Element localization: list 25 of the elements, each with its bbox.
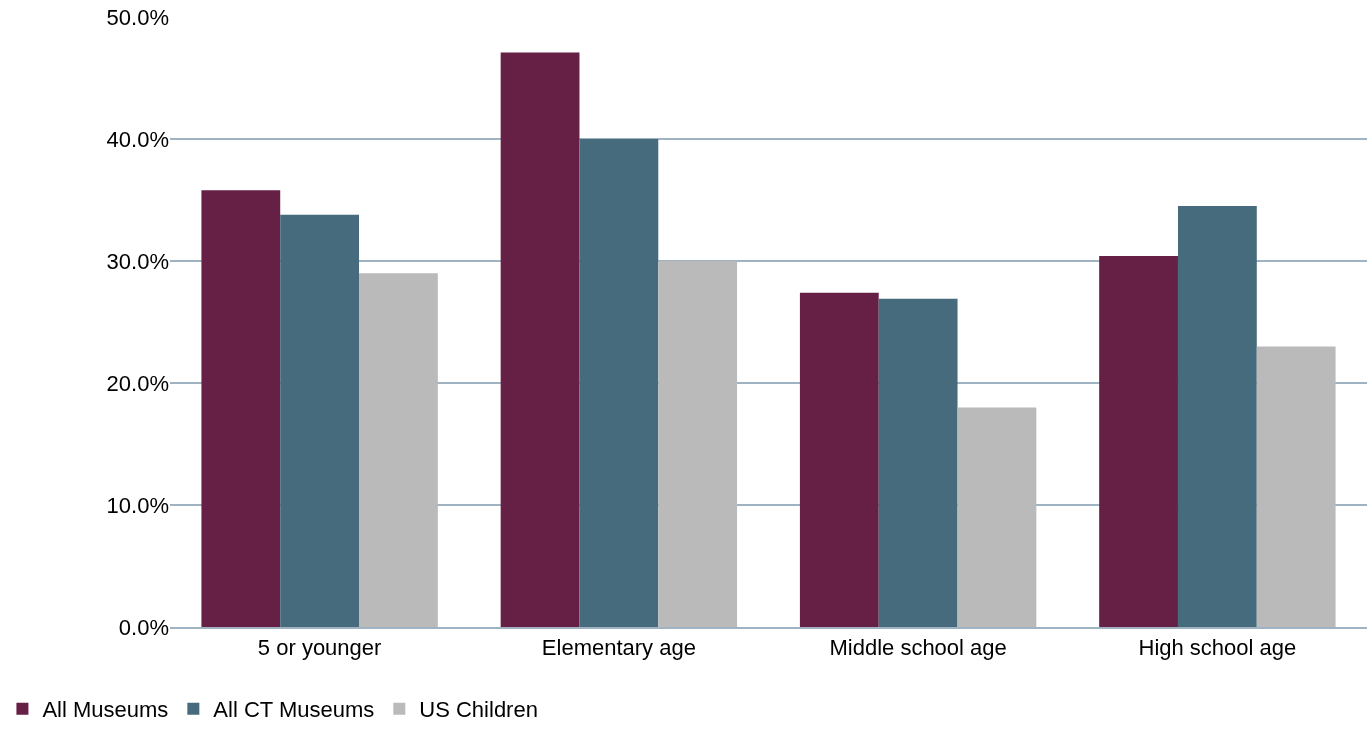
bar	[579, 139, 659, 627]
y-tick-label: 40.0%	[106, 126, 169, 152]
bar	[799, 292, 879, 627]
y-tick-label: 50.0%	[106, 4, 169, 30]
y-tick-label: 10.0%	[106, 492, 169, 518]
x-tick-label: Elementary age	[541, 635, 696, 661]
bar	[1256, 346, 1336, 627]
bar	[957, 407, 1037, 627]
y-tick-label: 20.0%	[106, 370, 169, 396]
bar	[878, 298, 958, 627]
y-tick-label: 0.0%	[118, 614, 169, 640]
x-tick-label: Middle school age	[829, 635, 1007, 661]
legend-label: US Children	[419, 697, 538, 723]
bar	[1177, 206, 1257, 627]
bar	[500, 52, 580, 627]
legend-label: All CT Museums	[213, 697, 375, 723]
bar	[359, 273, 438, 627]
x-tick-label: High school age	[1138, 635, 1297, 661]
bar	[1099, 256, 1178, 627]
bar	[658, 261, 738, 627]
legend-label: All Museums	[42, 697, 169, 723]
bar	[201, 190, 281, 627]
y-tick-label: 30.0%	[106, 248, 169, 274]
x-tick-label: 5 or younger	[257, 635, 382, 661]
bar	[280, 214, 360, 627]
